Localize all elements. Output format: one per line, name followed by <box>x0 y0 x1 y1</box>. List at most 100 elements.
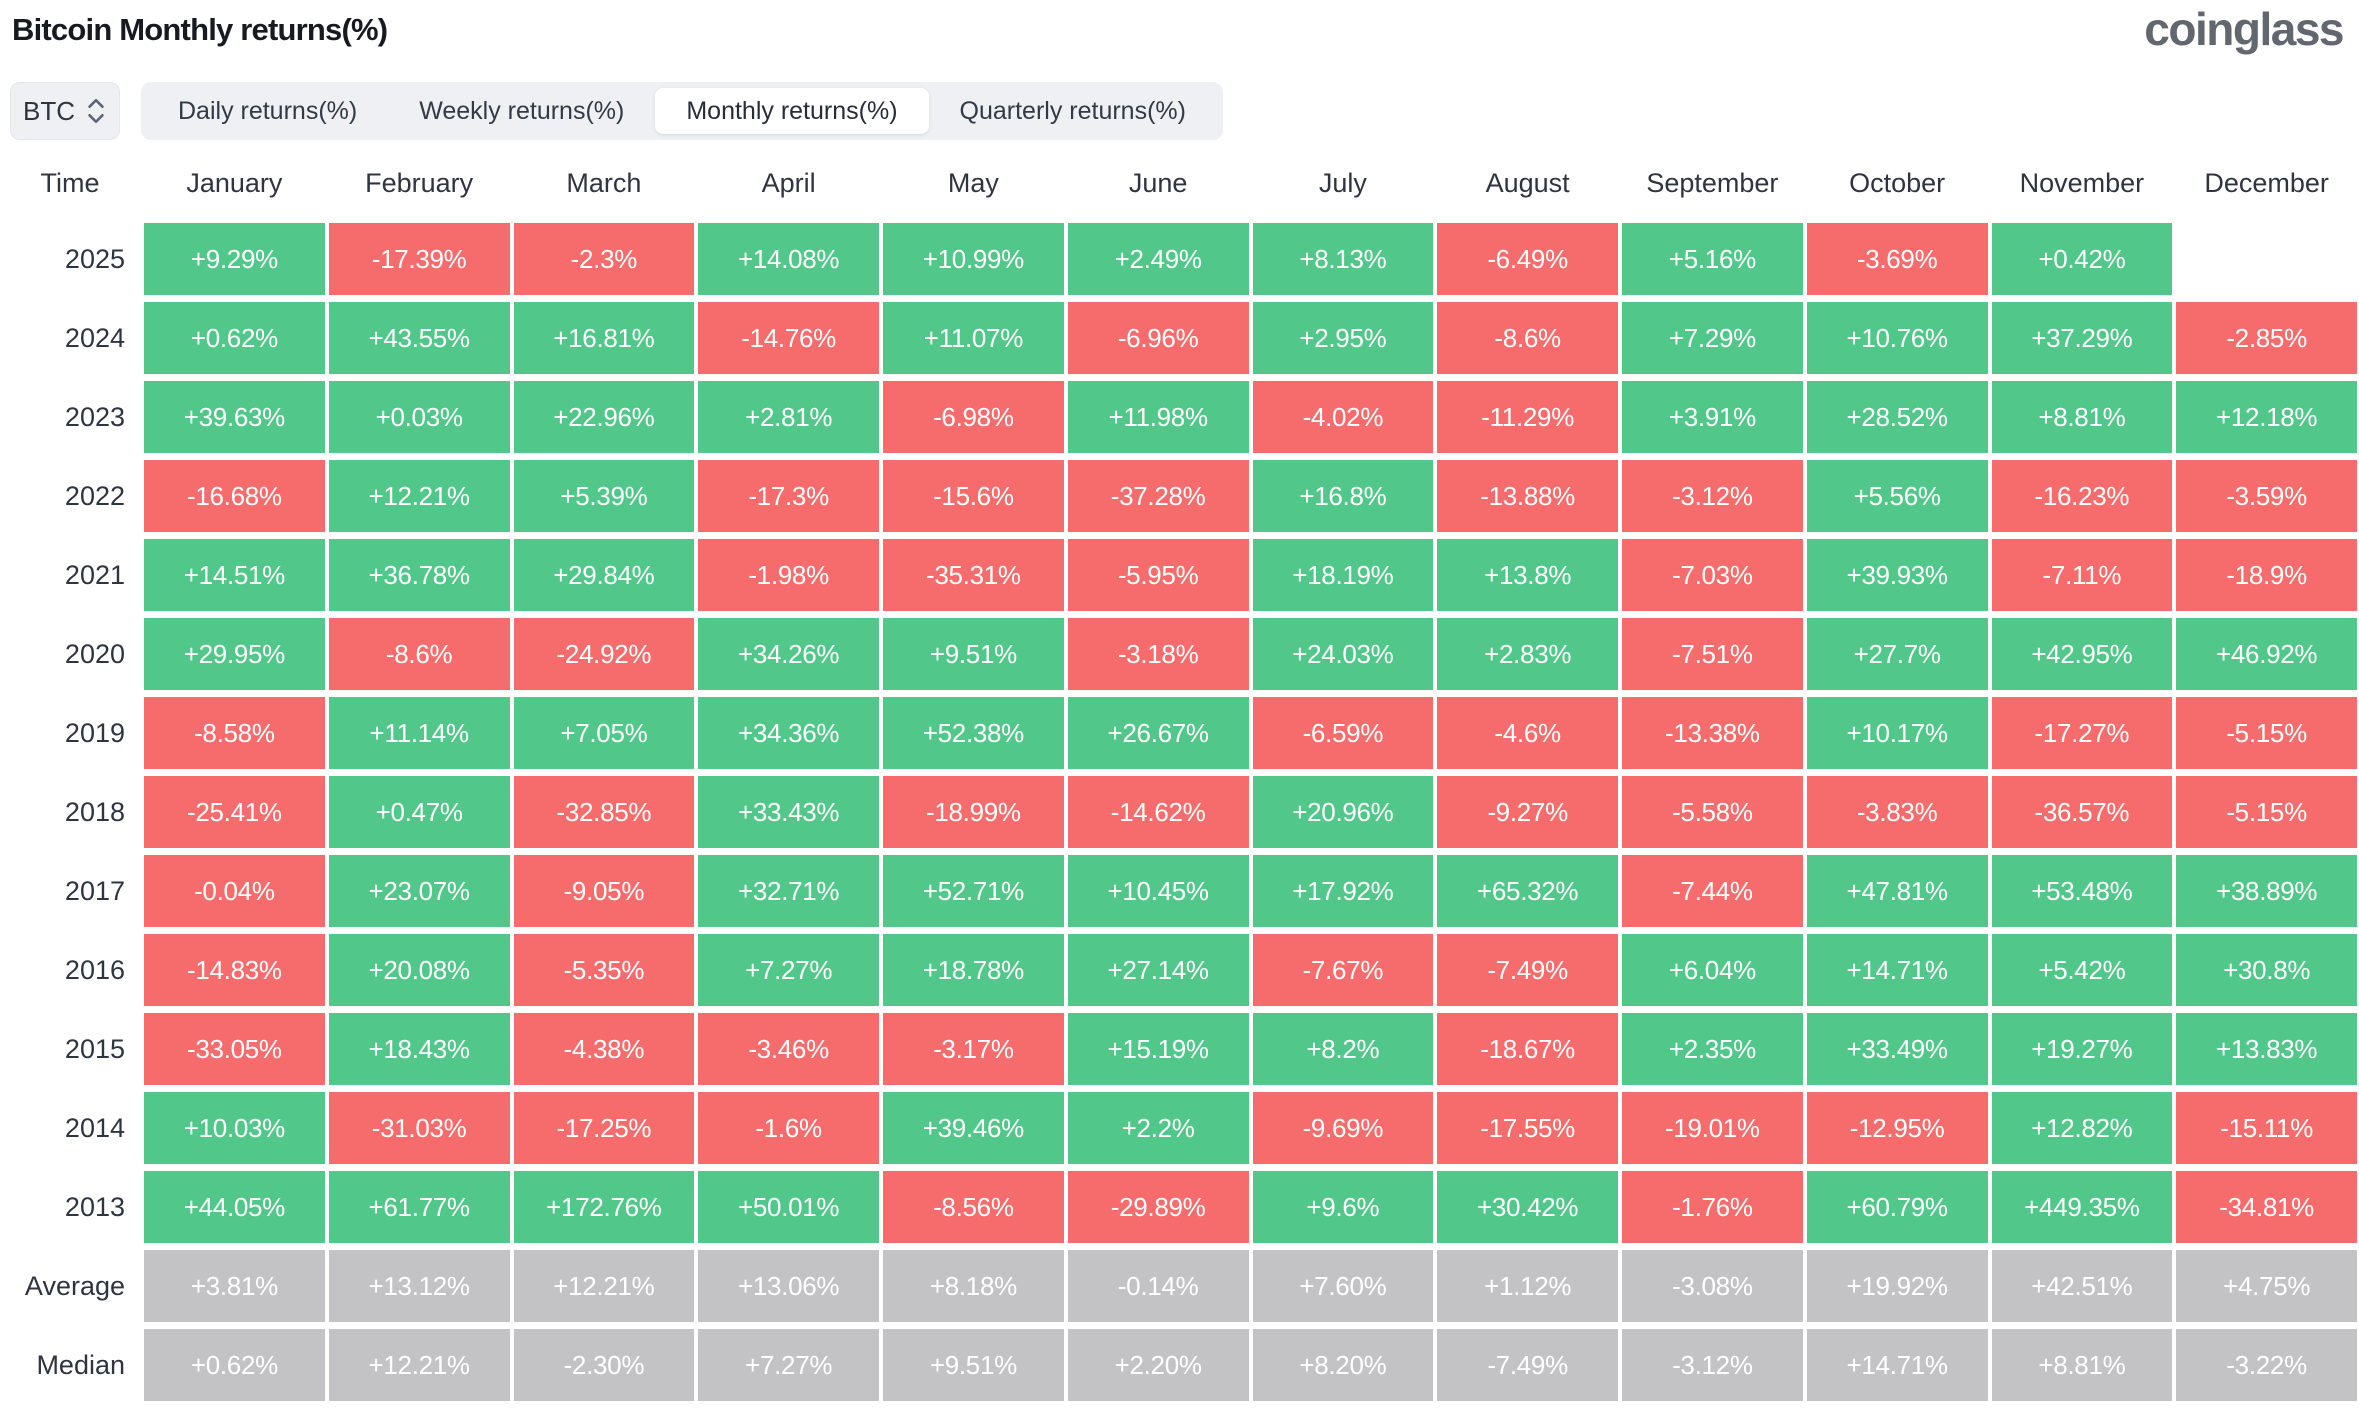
return-cell: -2.85% <box>2176 302 2357 374</box>
return-cell: +22.96% <box>513 381 695 453</box>
return-cell: +7.60% <box>1252 1250 1434 1322</box>
return-cell: +13.83% <box>2176 1013 2357 1085</box>
return-cell: +47.81% <box>1806 855 1988 927</box>
return-cell: +18.78% <box>883 934 1064 1006</box>
column-header: July <box>1318 167 1367 198</box>
return-cell: +3.81% <box>144 1250 325 1322</box>
return-cell: +30.8% <box>2176 934 2357 1006</box>
return-cell: +5.42% <box>1991 934 2173 1006</box>
return-cell: -11.29% <box>1437 381 1618 453</box>
return-cell: -5.15% <box>2176 776 2357 848</box>
return-cell: +12.82% <box>1991 1092 2173 1164</box>
return-cell: +2.35% <box>1622 1013 1803 1085</box>
return-cell: +18.19% <box>1252 539 1434 611</box>
symbol-select[interactable]: BTC <box>10 82 120 140</box>
return-cell: +27.14% <box>1067 934 1249 1006</box>
return-cell: -18.99% <box>883 776 1064 848</box>
return-cell: -3.22% <box>2176 1329 2357 1401</box>
return-cell: -7.03% <box>1622 539 1803 611</box>
return-cell: -16.68% <box>144 460 325 532</box>
return-cell: -15.6% <box>883 460 1064 532</box>
return-cell: +12.21% <box>513 1250 695 1322</box>
row-label: 2015 <box>64 1033 125 1064</box>
return-cell: +38.89% <box>2176 855 2357 927</box>
return-cell: -17.55% <box>1437 1092 1618 1164</box>
return-cell: -34.81% <box>2176 1171 2357 1243</box>
return-cell: +29.84% <box>513 539 695 611</box>
return-cell: +8.81% <box>1991 381 2173 453</box>
return-cell: +9.6% <box>1252 1171 1434 1243</box>
return-cell: -36.57% <box>1991 776 2173 848</box>
row-label: 2022 <box>64 480 125 511</box>
tab-weekly-returns[interactable]: Weekly returns(%) <box>388 88 655 134</box>
column-header: November <box>2019 167 2145 198</box>
return-cell: +10.17% <box>1806 697 1988 769</box>
return-cell: -8.58% <box>144 697 325 769</box>
column-header: June <box>1128 167 1188 198</box>
tab-daily-returns[interactable]: Daily returns(%) <box>147 88 388 134</box>
return-cell: +10.03% <box>144 1092 325 1164</box>
return-cell: +19.27% <box>1991 1013 2173 1085</box>
return-cell: +46.92% <box>2176 618 2357 690</box>
return-cell: -3.08% <box>1622 1250 1803 1322</box>
return-cell: +6.04% <box>1622 934 1803 1006</box>
return-cell: +44.05% <box>144 1171 325 1243</box>
row-label: Median <box>36 1349 125 1380</box>
return-cell: +9.29% <box>144 223 325 295</box>
return-cell: +61.77% <box>328 1171 510 1243</box>
return-cell: +10.99% <box>883 223 1064 295</box>
return-cell: -7.51% <box>1622 618 1803 690</box>
column-header: Time <box>40 167 100 198</box>
column-header: May <box>947 167 999 198</box>
column-header: December <box>2204 167 2329 198</box>
return-cell: -15.11% <box>2176 1092 2357 1164</box>
row-label: 2023 <box>64 401 125 432</box>
return-cell: -6.96% <box>1067 302 1249 374</box>
return-cell: +11.98% <box>1067 381 1249 453</box>
return-cell: +13.06% <box>698 1250 879 1322</box>
return-cell: +14.71% <box>1806 934 1988 1006</box>
return-cell: +11.14% <box>328 697 510 769</box>
row-label: 2024 <box>64 322 125 353</box>
return-cell: +8.20% <box>1252 1329 1434 1401</box>
return-cell: -2.30% <box>513 1329 695 1401</box>
row-label: 2018 <box>64 796 125 827</box>
return-cell: -8.6% <box>1437 302 1618 374</box>
return-cell: +449.35% <box>1991 1171 2173 1243</box>
return-cell: +11.07% <box>883 302 1064 374</box>
return-cell: -9.27% <box>1437 776 1618 848</box>
return-cell: -1.76% <box>1622 1171 1803 1243</box>
return-cell: +65.32% <box>1437 855 1618 927</box>
return-cell: +34.26% <box>698 618 879 690</box>
return-cell: +10.45% <box>1067 855 1249 927</box>
return-cell: +26.67% <box>1067 697 1249 769</box>
return-cell: -8.6% <box>328 618 510 690</box>
return-cell: -14.83% <box>144 934 325 1006</box>
return-cell: +36.78% <box>328 539 510 611</box>
return-cell: -16.23% <box>1991 460 2173 532</box>
return-cell: +9.51% <box>883 1329 1064 1401</box>
tab-quarterly-returns[interactable]: Quarterly returns(%) <box>929 88 1217 134</box>
return-cell: +60.79% <box>1806 1171 1988 1243</box>
return-cell: -17.3% <box>698 460 879 532</box>
return-cell: +34.36% <box>698 697 879 769</box>
column-header: January <box>186 167 283 198</box>
return-cell: +28.52% <box>1806 381 1988 453</box>
return-cell: +3.91% <box>1622 381 1803 453</box>
return-cell: +10.76% <box>1806 302 1988 374</box>
return-cell: +2.81% <box>698 381 879 453</box>
return-cell: -35.31% <box>883 539 1064 611</box>
return-cell: +33.43% <box>698 776 879 848</box>
return-cell: +24.03% <box>1252 618 1434 690</box>
return-cell: +2.2% <box>1067 1092 1249 1164</box>
return-cell: -3.17% <box>883 1013 1064 1085</box>
return-cell: +39.93% <box>1806 539 1988 611</box>
return-cell: +12.18% <box>2176 381 2357 453</box>
return-cell: +53.48% <box>1991 855 2173 927</box>
returns-period-tabs: Daily returns(%) Weekly returns(%) Monthly… <box>141 82 1223 140</box>
return-cell: +20.08% <box>328 934 510 1006</box>
tab-monthly-returns[interactable]: Monthly returns(%) <box>655 88 929 134</box>
return-cell: -24.92% <box>513 618 695 690</box>
row-label: 2017 <box>64 875 125 906</box>
return-cell: +0.42% <box>1991 223 2173 295</box>
